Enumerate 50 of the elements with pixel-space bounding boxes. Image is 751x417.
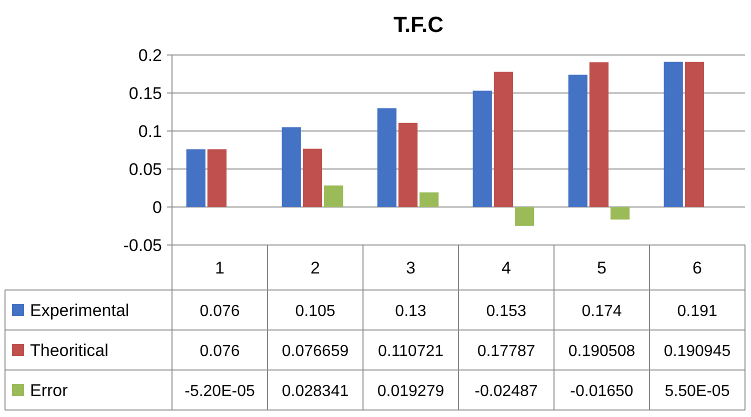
data-label: 0.174 [582,303,622,320]
legend-label: Theoritical [30,341,108,360]
bar [610,207,630,220]
legend-label: Experimental [30,301,130,320]
data-label: 0.191 [677,303,718,320]
bar [684,62,704,207]
data-label: 5.50E-05 [664,383,730,400]
data-label: 0.110721 [378,343,444,360]
y-tick-label: 0.15 [128,84,162,103]
bar [420,192,439,207]
bar [664,62,683,207]
data-label: 0.076659 [282,343,349,360]
data-label: 0.13 [395,303,426,320]
data-label: 0.028341 [282,383,349,400]
x-tick-label: 1 [215,258,224,278]
bar [494,72,514,207]
legend-label: Error [30,381,68,400]
bar [302,148,322,207]
chart-title: T.F.C [393,12,444,37]
bar [377,108,396,207]
x-tick-label: 4 [502,258,511,278]
data-label: -5.20E-05 [184,383,255,400]
y-tick-label: 0.2 [138,46,162,65]
bar [186,149,206,207]
data-label: -0.02487 [474,383,538,400]
data-label: 0.019279 [377,383,444,400]
x-tick-label: 2 [310,258,320,278]
data-label: 0.190945 [664,343,731,360]
bar [282,127,301,207]
data-label: 0.076 [200,303,240,320]
bar [472,90,492,207]
data-label: 0.17787 [477,343,536,360]
x-tick-label: 5 [597,258,606,278]
data-label: -0.01650 [570,383,634,400]
bar [398,122,418,207]
bar [568,74,588,207]
y-tick-label: 0.1 [138,122,162,141]
x-tick-label: 3 [406,258,416,278]
bar [515,207,534,226]
y-tick-label: -0.05 [123,236,162,255]
data-label: 0.153 [486,303,526,320]
x-tick-label: 6 [692,258,702,278]
y-tick-label: 0 [152,198,162,217]
data-label: 0.190508 [568,343,636,360]
bar [207,149,227,207]
data-label: 0.076 [200,343,240,360]
bar [589,62,609,207]
bar [324,185,344,207]
data-label: 0.105 [295,303,336,320]
y-tick-label: 0.05 [128,160,162,179]
